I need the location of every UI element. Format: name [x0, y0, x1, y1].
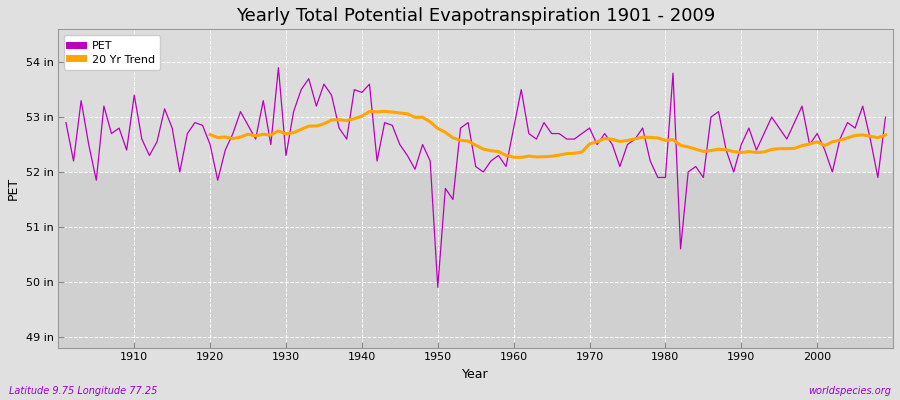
20 Yr Trend [516, 155, 526, 160]
20 Yr Trend [781, 146, 792, 151]
Bar [58, 29, 893, 172]
Title: Yearly Total Potential Evapotranspiration 1901 - 2009: Yearly Total Potential Evapotranspiratio… [236, 7, 716, 25]
PET [615, 164, 626, 169]
PET [122, 148, 132, 152]
20 Yr Trend [364, 109, 375, 114]
X-axis label: Year: Year [463, 368, 489, 381]
PET [296, 87, 307, 92]
PET [524, 131, 535, 136]
PET [341, 137, 352, 142]
Legend: PET, 20 Yr Trend: PET, 20 Yr Trend [64, 35, 160, 70]
Text: Latitude 9.75 Longitude 77.25: Latitude 9.75 Longitude 77.25 [9, 386, 157, 396]
PET [880, 115, 891, 120]
PET [516, 87, 526, 92]
20 Yr Trend [204, 132, 215, 137]
20 Yr Trend [796, 143, 807, 148]
Line: PET: PET [66, 68, 886, 287]
PET [60, 120, 71, 125]
20 Yr Trend [296, 127, 307, 132]
20 Yr Trend [865, 134, 876, 139]
Text: worldspecies.org: worldspecies.org [808, 386, 891, 396]
PET [432, 285, 443, 290]
20 Yr Trend [880, 132, 891, 137]
PET [273, 65, 284, 70]
20 Yr Trend [418, 115, 428, 120]
Line: 20 Yr Trend: 20 Yr Trend [210, 111, 886, 158]
20 Yr Trend [690, 147, 701, 152]
Y-axis label: PET: PET [7, 177, 20, 200]
